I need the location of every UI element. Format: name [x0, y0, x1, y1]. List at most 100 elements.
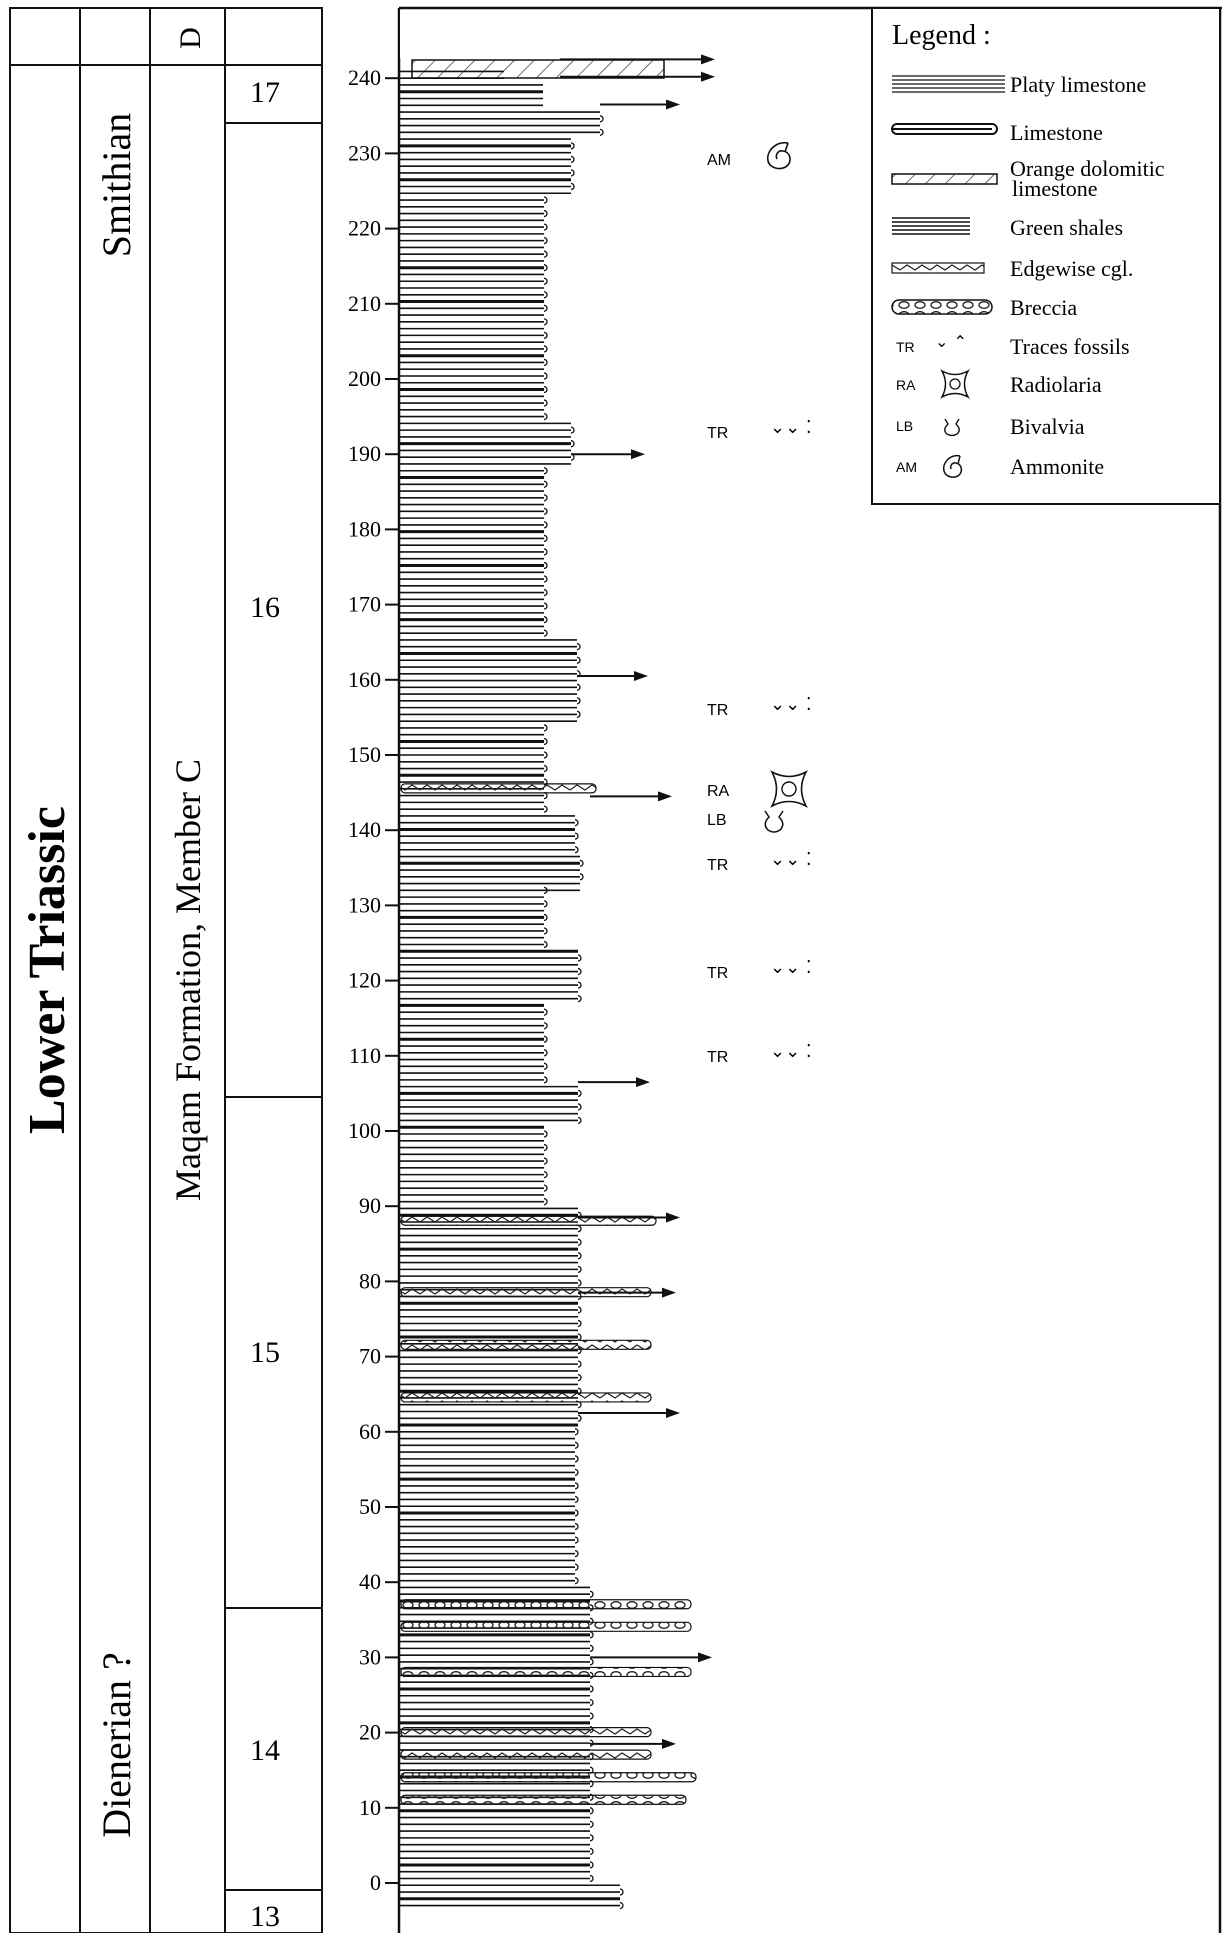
scale-tick-label: 70 — [359, 1344, 381, 1369]
trace-fossil-icon: ⌄⌄ ⁚ — [770, 417, 812, 438]
breccia-bed — [400, 1621, 692, 1632]
bed-end — [543, 399, 548, 407]
bed-end — [543, 480, 548, 488]
breccia-symbol — [891, 299, 993, 315]
edgewise-bed — [400, 1749, 652, 1760]
legend-code: RA — [896, 377, 916, 393]
legend-label: Ammonite — [1010, 454, 1104, 479]
bed-end — [589, 1590, 594, 1598]
bed-end — [543, 1008, 548, 1016]
svg-text:⌄⌄ ⁚: ⌄⌄ ⁚ — [770, 849, 812, 870]
unit-label: 13 — [250, 1900, 280, 1933]
bed-end — [577, 1401, 582, 1409]
bed-end — [543, 494, 548, 502]
bed-end — [543, 940, 548, 949]
bed-end — [577, 1103, 582, 1111]
bed-end — [589, 1631, 594, 1639]
edgewise-bed — [400, 1392, 652, 1403]
trace-fossil-icon: ⌄⌄ ⁚ — [770, 957, 812, 978]
lithology-column — [400, 70, 697, 1910]
bed-end — [543, 521, 548, 529]
trace-fossil-icon: ⌄⌄ ⁚ — [770, 1041, 812, 1062]
bed-end — [589, 1834, 594, 1842]
scale-tick-label: 30 — [359, 1644, 381, 1669]
bivalvia-icon — [944, 418, 960, 437]
bed-end — [543, 548, 548, 556]
bed-end — [543, 412, 548, 421]
legend-label: limestone — [1012, 176, 1098, 201]
legend-label: Edgewise cgl. — [1010, 256, 1133, 281]
bed-end — [574, 819, 579, 827]
bed-end — [574, 832, 579, 840]
bed-end — [543, 561, 548, 570]
edgewise-symbol — [891, 262, 985, 274]
bivalvia-icon — [764, 810, 784, 833]
bed-end — [543, 764, 548, 773]
bed-end — [577, 1265, 582, 1274]
bed-end — [589, 1685, 594, 1693]
trace-fossil-icon: ⌄⌄ ⁚ — [770, 849, 812, 870]
bed-end — [574, 1577, 579, 1585]
svg-text:⌄ ⌃: ⌄ ⌃ — [935, 332, 967, 351]
bed-end — [543, 805, 548, 813]
fossil-code: LB — [707, 812, 727, 829]
bed-end — [589, 1820, 594, 1828]
bed-end — [543, 196, 548, 204]
bed-end — [577, 1319, 582, 1328]
bed-end — [570, 440, 575, 448]
legend-label: Bivalvia — [1010, 414, 1085, 439]
breccia-bed — [400, 1599, 692, 1610]
legend-label: Radiolaria — [1010, 372, 1102, 397]
bed-end — [543, 1022, 548, 1030]
arrow-head — [698, 1652, 712, 1663]
bed-end — [543, 724, 548, 732]
bed-end — [619, 1888, 624, 1896]
fossil-code: TR — [707, 1049, 728, 1066]
bed-end — [576, 656, 581, 664]
bed-end — [543, 1157, 548, 1165]
arrow-head — [701, 54, 715, 65]
system-label: Lower Triassic — [19, 806, 76, 1134]
bed-end — [543, 1035, 548, 1043]
arrow-head — [666, 1212, 680, 1223]
arrow-head — [662, 1738, 676, 1749]
ammonite-icon — [942, 454, 963, 478]
bed-end — [589, 1861, 594, 1869]
bed-end — [543, 737, 548, 746]
bed-end — [543, 886, 548, 895]
scale-tick-label: 50 — [359, 1494, 381, 1519]
scale-tick-label: 240 — [348, 65, 381, 90]
legend-label: Limestone — [1010, 120, 1103, 145]
strat-columns-frame — [9, 7, 323, 1933]
legend-box — [871, 7, 1221, 505]
bed-end — [577, 1252, 582, 1260]
radiolaria-icon — [940, 369, 970, 399]
scale-tick-label: 150 — [348, 742, 381, 767]
scale-tick-label: 160 — [348, 667, 381, 692]
bed-end — [599, 128, 604, 136]
unit-label: 16 — [250, 591, 280, 624]
bed-end — [543, 615, 548, 624]
bed-end — [576, 683, 581, 691]
bed-end — [574, 1509, 579, 1517]
bed-end — [589, 1644, 594, 1653]
bed-end — [589, 1712, 594, 1720]
bed-end — [599, 115, 604, 123]
bed-end — [574, 1455, 579, 1463]
bed-end — [577, 981, 582, 989]
bed-end — [574, 1522, 579, 1531]
scale-tick-label: 120 — [348, 968, 381, 993]
scale-tick-label: 110 — [349, 1043, 381, 1068]
bed-end — [570, 426, 575, 434]
legend-label: Traces fossils — [1010, 334, 1130, 359]
bed-end — [570, 182, 575, 191]
bed-end — [577, 1360, 582, 1368]
bed-end — [543, 250, 548, 258]
scale-tick-label: 20 — [359, 1720, 381, 1745]
bed-end — [577, 1279, 582, 1287]
edgewise-bed — [400, 1726, 652, 1738]
legend-label: Platy limestone — [1010, 72, 1146, 97]
bed-arrows — [560, 54, 715, 1749]
bed-end — [543, 223, 548, 231]
